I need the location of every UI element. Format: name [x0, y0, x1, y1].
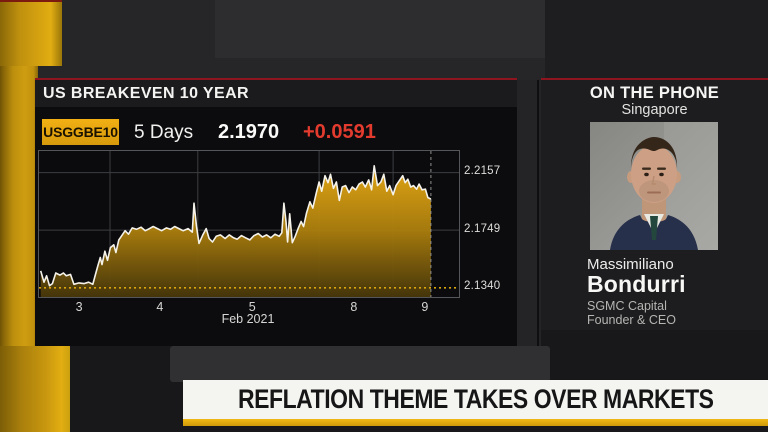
ticker-badge: USGGBE10: [42, 119, 119, 145]
headline-banner: REFLATION THEME TAKES OVER MARKETS: [183, 380, 768, 419]
guest-portrait-illustration: [590, 122, 718, 250]
x-tick-label: 9: [421, 300, 429, 314]
chart-range-label: 5 Days: [134, 122, 194, 143]
panel-divider: [537, 80, 539, 346]
guest-location: Singapore: [621, 102, 688, 118]
x-tick-label: 3: [75, 300, 83, 314]
headline-text: REFLATION THEME TAKES OVER MARKETS: [237, 384, 714, 414]
y-tick-label: 2.1749: [464, 222, 501, 235]
studio-background-patch: [215, 0, 545, 58]
x-tick-label: 5: [248, 300, 256, 314]
guest-photo: [590, 122, 718, 250]
yellow-pillar-top: [0, 0, 62, 66]
y-tick-label: 2.2157: [464, 165, 501, 178]
x-tick-label: 8: [350, 300, 358, 314]
studio-background-patch: [545, 0, 768, 80]
price-chart-plot: [38, 150, 460, 298]
yellow-pillar-bottom: [0, 346, 70, 432]
chart-panel-red-rule: [35, 78, 517, 80]
pillar-red-edge: [0, 0, 62, 2]
breakeven-area-chart: [39, 151, 459, 297]
y-tick-label: 2.1340: [464, 280, 501, 293]
guest-panel-red-rule: [541, 78, 768, 80]
guest-org: SGMC Capital: [587, 299, 667, 313]
headline-underline: [183, 419, 768, 426]
on-the-phone-kicker: ON THE PHONE: [589, 84, 720, 102]
chart-title: US BREAKEVEN 10 YEAR: [35, 80, 517, 107]
guest-last-name: Bondurri: [587, 271, 686, 297]
last-price-value: 2.1970: [218, 121, 280, 143]
guest-role: Founder & CEO: [587, 313, 676, 327]
net-change-value: +0.0591: [303, 121, 376, 143]
x-tick-label: 4: [156, 300, 164, 314]
x-axis-title: Feb 2021: [221, 312, 275, 326]
guest-first-name: Massimiliano: [587, 256, 674, 273]
studio-desk-blur: [170, 346, 550, 382]
